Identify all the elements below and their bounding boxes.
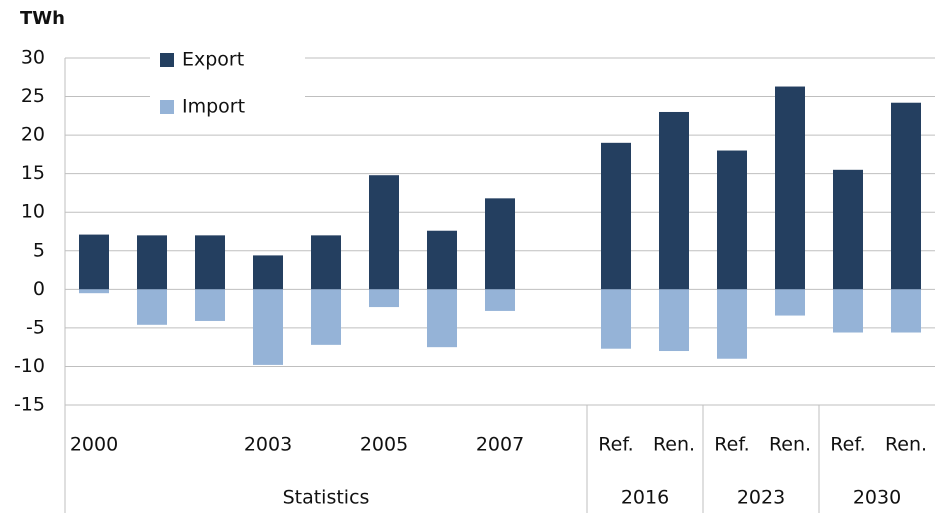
y-tick-label: 0: [33, 278, 45, 300]
bar: [427, 230, 457, 290]
bar: [485, 289, 515, 311]
bar: [485, 198, 515, 290]
x-tick-label: Ren.: [653, 434, 695, 456]
group-label: Statistics: [283, 487, 370, 509]
bar: [833, 169, 863, 290]
x-tick-label: Ren.: [885, 434, 927, 456]
bar: [717, 150, 747, 290]
x-tick-label: 2000: [70, 434, 118, 456]
legend-label: Import: [182, 96, 245, 118]
bar: [311, 235, 341, 290]
bar: [659, 111, 689, 290]
x-tick-label: Ref.: [830, 434, 865, 456]
y-tick-label: -10: [14, 355, 45, 377]
y-tick-label: 10: [21, 201, 45, 223]
bar: [195, 289, 225, 321]
bar: [79, 234, 109, 290]
x-tick-label: Ren.: [769, 434, 811, 456]
bar: [369, 289, 399, 308]
unit-label: TWh: [20, 8, 65, 29]
bar: [659, 289, 689, 352]
bar: [427, 289, 457, 348]
bar: [775, 86, 805, 290]
y-tick-label: 15: [21, 162, 45, 184]
bar: [891, 289, 921, 333]
y-tick-label: -15: [14, 394, 45, 416]
x-tick-label: Ref.: [598, 434, 633, 456]
legend-swatch: [160, 53, 174, 67]
y-tick-label: 5: [33, 239, 45, 261]
bar: [79, 289, 109, 294]
bar: [137, 235, 167, 290]
bar: [311, 289, 341, 345]
legend-box: [150, 40, 305, 130]
group-label: 2023: [737, 487, 785, 509]
bar: [601, 289, 631, 349]
y-tick-label: -5: [26, 316, 45, 338]
bar: [369, 175, 399, 290]
x-tick-label: 2005: [360, 434, 408, 456]
bar: [253, 255, 283, 290]
group-label: 2016: [621, 487, 669, 509]
x-tick-label: 2003: [244, 434, 292, 456]
x-tick-label: 2007: [476, 434, 524, 456]
group-label: 2030: [853, 487, 901, 509]
y-tick-label: 25: [21, 85, 45, 107]
bar: [833, 289, 863, 333]
bar: [253, 289, 283, 365]
x-tick-label: Ref.: [714, 434, 749, 456]
bar: [775, 289, 805, 316]
bar: [717, 289, 747, 359]
bar: [891, 102, 921, 290]
legend-swatch: [160, 100, 174, 114]
bar: [195, 235, 225, 290]
bar: [601, 142, 631, 290]
bar: [137, 289, 167, 325]
y-tick-label: 20: [21, 124, 45, 146]
y-tick-label: 30: [21, 47, 45, 69]
legend-label: Export: [182, 49, 244, 71]
